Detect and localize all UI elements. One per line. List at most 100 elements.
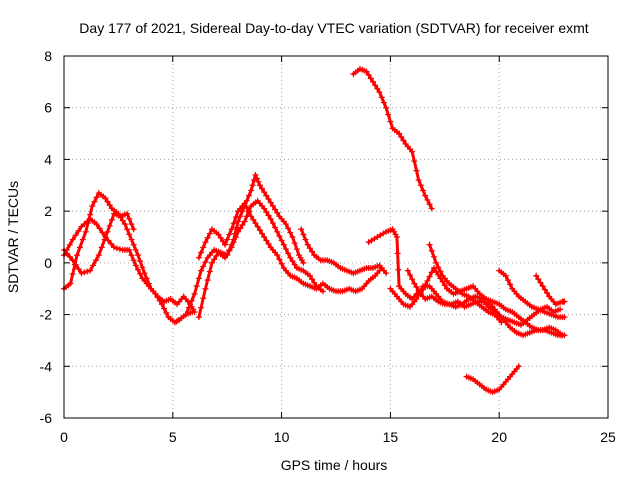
- data-point-marker: [226, 231, 233, 238]
- data-point-marker: [409, 148, 416, 155]
- data-point-marker: [265, 212, 272, 219]
- data-point-marker: [404, 267, 411, 274]
- data-point-marker: [374, 85, 381, 92]
- data-point-marker: [202, 285, 209, 292]
- data-point-marker: [182, 311, 189, 318]
- series-track-15: [463, 363, 522, 396]
- data-point-marker: [76, 244, 83, 251]
- data-point-marker: [82, 228, 89, 235]
- data-point-marker: [428, 205, 435, 212]
- data-point-marker: [152, 290, 159, 297]
- data-point-marker: [287, 254, 294, 261]
- series-track-2: [61, 215, 196, 326]
- data-point-marker: [89, 202, 96, 209]
- data-point-marker: [311, 279, 318, 286]
- data-point-marker: [557, 306, 564, 313]
- data-point-marker: [235, 228, 242, 235]
- data-point-marker: [202, 239, 209, 246]
- data-point-marker: [211, 256, 218, 263]
- data-point-marker: [426, 273, 433, 280]
- data-point-marker: [93, 221, 100, 228]
- data-point-marker: [255, 178, 262, 185]
- data-point-marker: [128, 236, 135, 243]
- data-point-marker: [69, 257, 76, 264]
- data-point-marker: [300, 259, 307, 266]
- data-point-marker: [415, 177, 422, 184]
- data-point-marker: [124, 226, 131, 233]
- data-point-marker: [274, 252, 281, 259]
- data-point-marker: [306, 272, 313, 279]
- data-point-marker: [269, 202, 276, 209]
- data-point-marker: [245, 208, 252, 215]
- data-point-marker: [232, 234, 239, 240]
- data-point-marker: [208, 259, 215, 266]
- y-tick-label: 0: [44, 255, 52, 271]
- data-point-marker: [95, 252, 102, 259]
- data-point-marker: [289, 234, 296, 240]
- data-point-marker: [204, 277, 211, 284]
- series-track-3: [61, 210, 137, 277]
- data-point-marker: [237, 225, 244, 232]
- data-point-marker: [252, 220, 259, 227]
- data-point-marker: [406, 271, 413, 278]
- data-point-marker: [141, 270, 148, 277]
- data-point-marker: [537, 279, 544, 286]
- data-point-marker: [130, 241, 137, 248]
- data-point-marker: [263, 192, 270, 199]
- data-point-marker: [383, 270, 390, 277]
- data-point-marker: [78, 270, 85, 277]
- data-point-marker: [393, 234, 400, 240]
- data-point-marker: [394, 250, 401, 257]
- data-point-marker: [515, 363, 522, 370]
- data-point-marker: [252, 171, 259, 178]
- data-point-marker: [291, 240, 298, 247]
- data-point-marker: [188, 297, 195, 304]
- data-point-marker: [533, 272, 540, 279]
- data-point-marker: [395, 266, 402, 273]
- data-point-marker: [415, 287, 422, 294]
- data-point-marker: [237, 213, 244, 220]
- data-point-marker: [72, 232, 79, 239]
- data-point-marker: [282, 246, 289, 253]
- data-point-marker: [428, 269, 435, 276]
- data-point-marker: [441, 282, 448, 289]
- data-point-marker: [128, 252, 135, 259]
- data-point-marker: [66, 241, 73, 248]
- data-point-marker: [233, 224, 240, 231]
- data-point-marker: [106, 222, 113, 229]
- y-tick-label: 4: [44, 151, 52, 167]
- data-point-marker: [121, 221, 128, 228]
- data-point-marker: [420, 187, 427, 194]
- x-tick-label: 5: [169, 429, 177, 445]
- data-point-marker: [163, 309, 170, 316]
- y-tick-label: 8: [44, 48, 52, 64]
- data-point-marker: [413, 296, 420, 303]
- data-point-marker: [222, 254, 229, 261]
- data-point-marker: [126, 215, 133, 222]
- data-point-marker: [69, 271, 76, 278]
- data-point-marker: [102, 195, 109, 202]
- grid-lines: [64, 56, 608, 418]
- data-point-marker: [200, 295, 207, 302]
- y-tick-label: 6: [44, 100, 52, 116]
- data-point-marker: [498, 319, 505, 326]
- series-track-11: [404, 265, 568, 339]
- data-point-marker: [132, 262, 139, 269]
- series-track-7: [298, 226, 390, 277]
- data-point-marker: [278, 260, 285, 267]
- data-point-marker: [276, 233, 283, 240]
- data-point-marker: [417, 290, 424, 297]
- data-point-marker: [90, 262, 97, 269]
- data-point-marker: [206, 268, 213, 275]
- data-point-marker: [385, 111, 392, 118]
- data-point-marker: [304, 241, 311, 248]
- data-point-marker: [130, 257, 137, 264]
- data-point-marker: [426, 201, 433, 208]
- data-point-marker: [254, 223, 261, 230]
- data-point-marker: [539, 283, 546, 290]
- x-tick-label: 25: [600, 429, 616, 445]
- data-point-marker: [241, 218, 248, 225]
- data-point-marker: [119, 217, 126, 224]
- data-point-marker: [274, 209, 281, 216]
- data-point-marker: [245, 192, 252, 199]
